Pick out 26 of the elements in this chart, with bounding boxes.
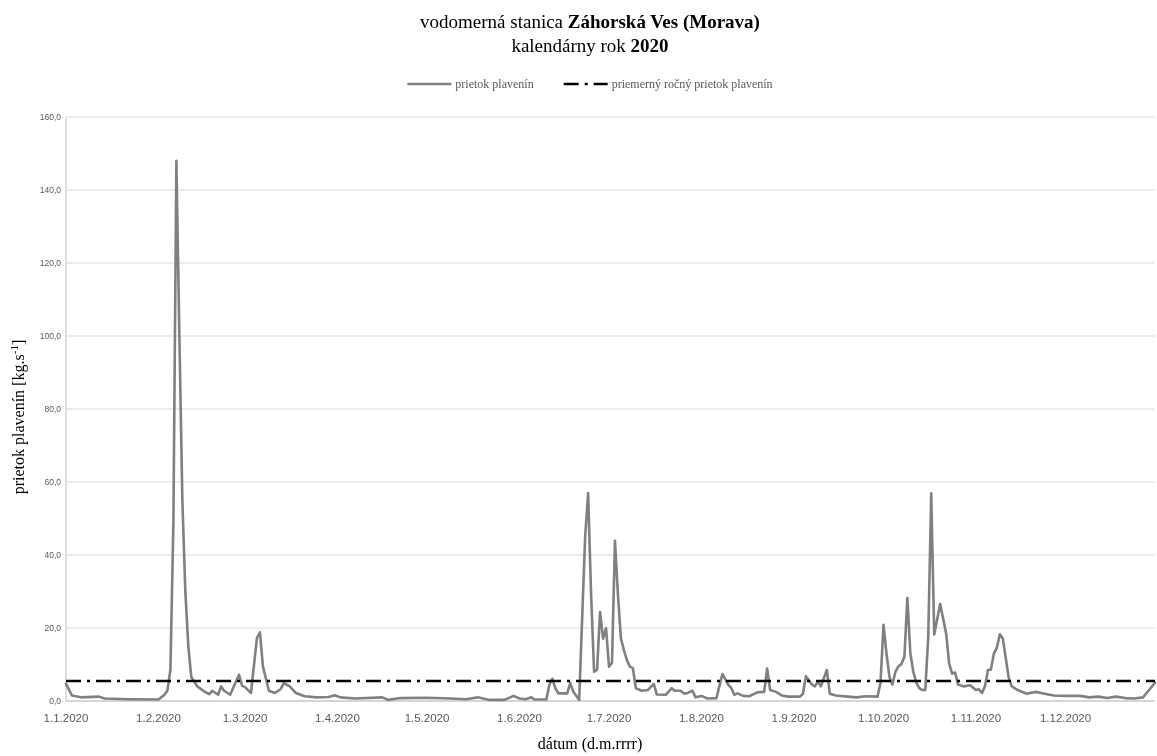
x-axis-title: dátum (d.m.rrrr) <box>537 735 643 753</box>
x-tick-label: 1.6.2020 <box>497 712 542 724</box>
y-tick-label: 140,0 <box>39 185 62 195</box>
y-tick-label: 100,0 <box>39 331 62 341</box>
y-tick-label: 60,0 <box>44 477 62 487</box>
x-tick-label: 1.10.2020 <box>857 712 910 724</box>
y-tick-label: 160,0 <box>39 112 62 122</box>
x-tick-label: 1.3.2020 <box>222 712 268 724</box>
x-tick-label: 1.12.2020 <box>1039 712 1092 724</box>
y-tick-label: 80,0 <box>44 404 62 414</box>
legend-label: prietok plavenín <box>455 77 534 91</box>
chart-title: vodomerná stanica Záhorská Ves (Morava) <box>420 11 760 33</box>
x-tick-label: 1.1.2020 <box>43 712 89 724</box>
y-tick-label: 40,0 <box>44 550 62 560</box>
x-tick-label: 1.8.2020 <box>679 712 724 724</box>
x-tick-label: 1.7.2020 <box>586 712 632 724</box>
chart-subtitle: kalendárny rok 2020 <box>511 35 669 56</box>
legend-label: priemerný ročný prietok plavenín <box>611 77 773 91</box>
y-tick-label: 0,0 <box>49 696 62 706</box>
x-tick-label: 1.5.2020 <box>404 712 450 724</box>
y-tick-label: 120,0 <box>39 258 62 268</box>
x-tick-label: 1.4.2020 <box>315 712 360 724</box>
y-tick-label: 20,0 <box>44 623 62 633</box>
x-tick-label: 1.11.2020 <box>950 712 1002 724</box>
x-tick-label: 1.9.2020 <box>771 712 817 724</box>
x-tick-label: 1.2.2020 <box>136 712 181 724</box>
